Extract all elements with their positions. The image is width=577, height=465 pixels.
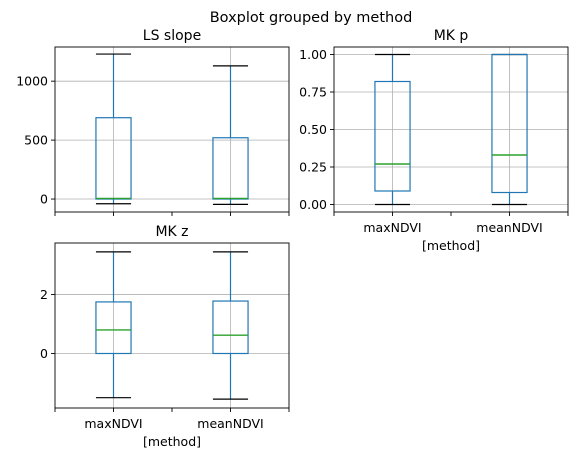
box-meanNDVI: [212, 65, 249, 205]
box-maxNDVI: [374, 53, 411, 206]
axes-frame: [54, 46, 290, 213]
x-axis-label: [method]: [143, 434, 201, 449]
x-tick-label: maxNDVI: [363, 220, 421, 235]
iqr-box: [374, 80, 411, 192]
y-tick-label: 1.00: [299, 47, 327, 62]
subplot-mk-z: 0 2 maxNDVI meanNDVI MK z [method]: [40, 224, 290, 449]
y-tick-label: 0.75: [299, 85, 327, 100]
subplot-title: MK p: [434, 28, 469, 44]
box-maxNDVI: [95, 53, 132, 205]
x-tick-label: meanNDVI: [197, 416, 263, 431]
y-tick-label: 0.25: [299, 160, 327, 175]
subplot-title: LS slope: [143, 28, 201, 44]
x-tick-label: meanNDVI: [476, 220, 542, 235]
x-axis-label: [method]: [422, 238, 480, 253]
y-tick-label: 500: [24, 133, 48, 148]
y-tick-label: 0.00: [299, 197, 327, 212]
subplot-title: MK z: [155, 224, 188, 240]
iqr-box: [491, 53, 528, 194]
figure-suptitle: Boxplot grouped by method: [210, 10, 413, 26]
y-tick-label: 2: [40, 287, 48, 302]
axes-frame: [54, 242, 290, 409]
y-tick-label: 1000: [16, 74, 48, 89]
y-tick-label: 0.50: [299, 122, 327, 137]
box-meanNDVI: [212, 251, 249, 400]
box-maxNDVI: [95, 251, 132, 399]
iqr-box: [212, 300, 249, 355]
subplot-mk-p: 0.00 0.25 0.50 0.75 1.00 maxNDVI meanNDVI MK p […: [299, 28, 569, 253]
y-tick-label: 0: [40, 346, 48, 361]
iqr-box: [95, 301, 132, 355]
x-tick-label: maxNDVI: [84, 416, 142, 431]
y-tick-label: 0: [40, 192, 48, 207]
subplot-ls-slope: 0 500 1000 LS slope: [16, 28, 290, 216]
box-meanNDVI: [491, 53, 528, 206]
